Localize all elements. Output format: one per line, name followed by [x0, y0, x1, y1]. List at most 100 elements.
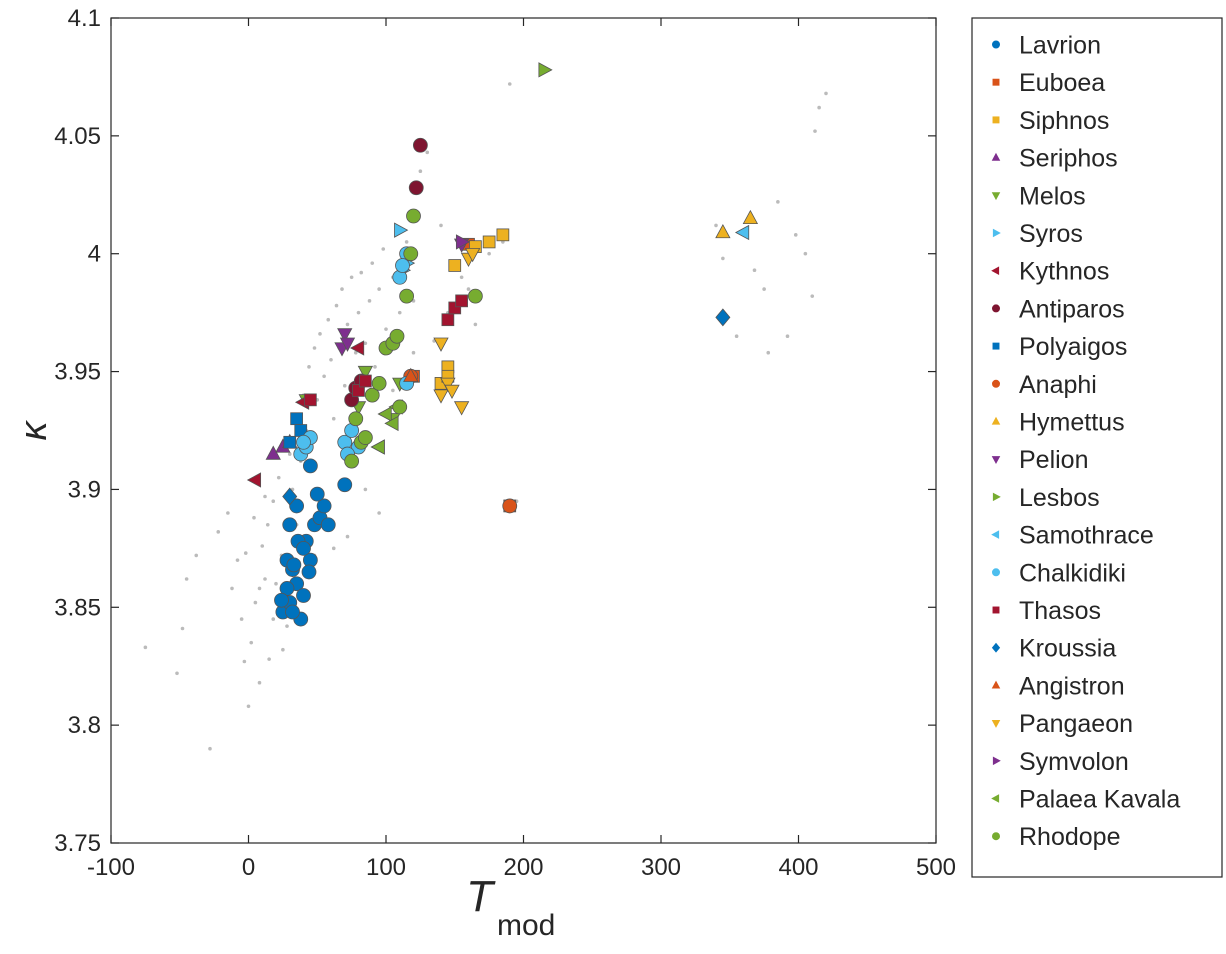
background-point: [810, 294, 815, 298]
background-point: [345, 534, 350, 539]
background-point: [274, 581, 278, 586]
background-point: [793, 233, 798, 237]
series-rhodope: [344, 208, 483, 469]
x-tick-label: -100: [87, 854, 135, 881]
data-point-lavrion: [286, 557, 302, 573]
background-point: [785, 334, 790, 339]
background-point: [216, 530, 221, 534]
x-axis: -100 0 100 200 300 400 500: [87, 18, 956, 881]
legend-marker-seriphos: [991, 152, 1001, 161]
data-point-rhodope: [364, 387, 380, 403]
background-point: [367, 299, 372, 303]
x-tick-label: 0: [242, 854, 255, 881]
data-point-palaea-kavala: [370, 439, 385, 455]
background-point: [473, 322, 478, 327]
legend-item-lesbos: Lesbos: [992, 484, 1100, 512]
background-point: [342, 383, 347, 388]
background-point: [439, 223, 443, 228]
background-point: [246, 704, 251, 709]
series-lesbos: [538, 62, 553, 78]
legend-marker-melos: [991, 192, 1001, 201]
y-axis: 3.75 3.8 3.85 3.9 3.95 4 4.05 4.1: [54, 5, 936, 857]
background-point: [257, 680, 262, 685]
data-point-chalkidiki: [296, 434, 311, 450]
legend-item-kythnos: Kythnos: [991, 258, 1109, 286]
legend-label: Pangaeon: [1019, 710, 1133, 738]
legend-marker-lavrion: [992, 40, 1001, 49]
legend-item-rhodope: Rhodope: [992, 823, 1120, 851]
legend-marker-euboea: [992, 78, 1000, 86]
legend-item-anaphi: Anaphi: [992, 371, 1097, 399]
data-point-lesbos: [538, 62, 553, 78]
x-tick-label: 400: [778, 854, 818, 881]
legend-label: Lesbos: [1019, 484, 1100, 512]
legend-item-pangaeon: Pangaeon: [991, 710, 1133, 738]
data-point-melos: [357, 365, 374, 381]
background-point: [459, 275, 464, 280]
background-point: [271, 499, 276, 504]
legend-marker-lesbos: [992, 492, 1001, 502]
legend-item-melos: Melos: [991, 182, 1086, 210]
legend-item-pelion: Pelion: [991, 446, 1089, 474]
background-point: [766, 350, 771, 355]
background-point: [404, 240, 409, 244]
background-point: [466, 287, 471, 291]
background-point: [334, 303, 339, 308]
data-point-antiparos: [412, 137, 428, 153]
series-kroussia: [282, 308, 731, 506]
legend-item-syros: Syros: [992, 220, 1083, 248]
legend-marker-thasos: [992, 606, 1000, 614]
background-point: [776, 200, 780, 204]
x-tick-label: 200: [503, 854, 543, 881]
legend-item-thasos: Thasos: [992, 597, 1101, 625]
background-point: [226, 511, 230, 515]
legend-label: Polyaigos: [1019, 333, 1127, 361]
background-point: [803, 251, 808, 256]
background-point: [425, 150, 430, 155]
background-point: [381, 247, 386, 251]
legend-label: Kythnos: [1019, 258, 1109, 286]
background-point: [384, 327, 388, 331]
background-point: [363, 341, 368, 346]
data-point-siphnos: [482, 235, 496, 249]
data-point-thasos: [359, 374, 372, 388]
data-point-kythnos: [246, 472, 262, 488]
series-symvolon: [455, 234, 471, 250]
data-point-rhodope: [392, 399, 408, 415]
data-point-pangaeon: [464, 248, 481, 263]
legend-item-samothrace: Samothrace: [991, 522, 1154, 550]
data-point-pangaeon: [444, 384, 460, 399]
background-point: [813, 129, 817, 133]
series-pangaeon: [433, 248, 481, 416]
series-angistron: [403, 367, 419, 382]
background-point: [377, 287, 381, 291]
legend-marker-antiparos: [992, 304, 1001, 313]
y-tick-label: 3.75: [54, 830, 101, 857]
background-point: [714, 223, 718, 228]
legend-marker-kythnos: [991, 266, 1000, 275]
legend-label: Euboea: [1019, 69, 1105, 97]
data-point-lavrion: [316, 498, 332, 514]
plot-area: [111, 18, 936, 843]
legend-label: Seriphos: [1019, 145, 1118, 173]
legend-item-euboea: Euboea: [992, 69, 1105, 97]
legend-label: Hymettus: [1019, 409, 1125, 437]
background-point: [281, 647, 285, 652]
legend-item-kroussia: Kroussia: [991, 635, 1116, 663]
background-point: [230, 586, 234, 591]
data-point-rhodope: [403, 246, 419, 262]
background-point: [411, 350, 416, 355]
data-point-siphnos: [496, 228, 510, 242]
background-point: [349, 275, 354, 280]
legend-label: Samothrace: [1019, 522, 1154, 550]
background-point: [271, 617, 276, 621]
background-point: [184, 577, 189, 581]
background-point: [752, 268, 757, 273]
legend-label: Siphnos: [1019, 107, 1109, 135]
x-tick-label: 300: [641, 854, 681, 881]
y-tick-label: 4: [88, 241, 101, 268]
legend-marker-kroussia: [991, 642, 1001, 653]
legend-item-palaea-kavala: Palaea Kavala: [991, 786, 1180, 814]
background-point: [265, 522, 270, 527]
